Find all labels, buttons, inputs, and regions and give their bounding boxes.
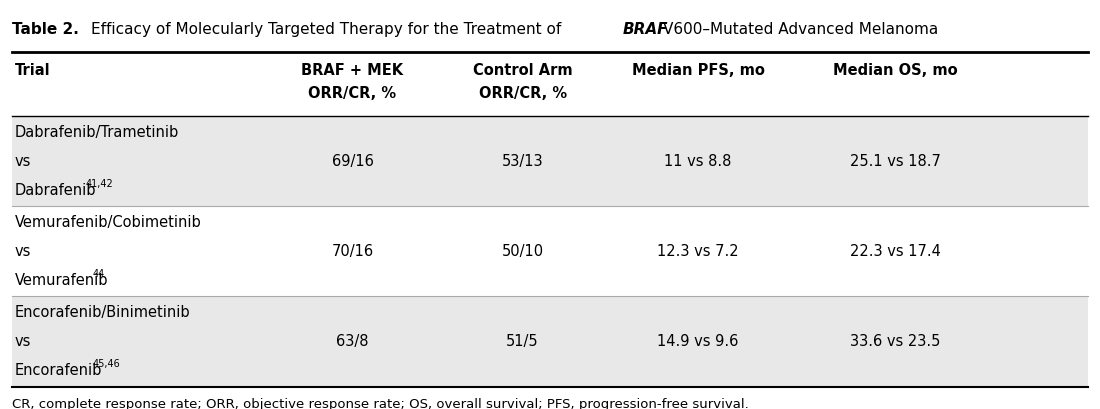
- Text: Encorafenib: Encorafenib: [14, 363, 102, 378]
- Text: 50/10: 50/10: [502, 244, 543, 259]
- Text: 25.1 vs 18.7: 25.1 vs 18.7: [850, 154, 942, 169]
- Text: 12.3 vs 7.2: 12.3 vs 7.2: [658, 244, 739, 259]
- FancyBboxPatch shape: [12, 116, 1088, 206]
- Text: Table 2.: Table 2.: [12, 22, 79, 37]
- Text: 14.9 vs 9.6: 14.9 vs 9.6: [658, 334, 739, 349]
- Text: Encorafenib/Binimetinib: Encorafenib/Binimetinib: [14, 305, 190, 320]
- Text: vs: vs: [14, 334, 31, 349]
- FancyBboxPatch shape: [12, 297, 1088, 387]
- Text: ORR/CR, %: ORR/CR, %: [308, 86, 397, 101]
- Text: Control Arm: Control Arm: [473, 63, 572, 79]
- Text: ORR/CR, %: ORR/CR, %: [478, 86, 566, 101]
- Text: Median PFS, mo: Median PFS, mo: [631, 63, 764, 79]
- Text: BRAF + MEK: BRAF + MEK: [301, 63, 404, 79]
- Text: Vemurafenib/Cobimetinib: Vemurafenib/Cobimetinib: [14, 215, 201, 230]
- Text: Trial: Trial: [14, 63, 51, 79]
- Text: Dabrafenib: Dabrafenib: [14, 182, 96, 198]
- Text: vs: vs: [14, 154, 31, 169]
- Text: Median OS, mo: Median OS, mo: [834, 63, 958, 79]
- Text: 63/8: 63/8: [337, 334, 368, 349]
- Text: 33.6 vs 23.5: 33.6 vs 23.5: [850, 334, 940, 349]
- Text: 70/16: 70/16: [331, 244, 374, 259]
- Text: 51/5: 51/5: [506, 334, 539, 349]
- Text: Vemurafenib: Vemurafenib: [14, 273, 108, 288]
- Text: 45,46: 45,46: [92, 360, 120, 369]
- Text: CR, complete response rate; ORR, objective response rate; OS, overall survival; : CR, complete response rate; ORR, objecti…: [12, 398, 749, 409]
- Text: 44: 44: [92, 269, 104, 279]
- Text: V600–Mutated Advanced Melanoma: V600–Mutated Advanced Melanoma: [663, 22, 938, 37]
- Text: 22.3 vs 17.4: 22.3 vs 17.4: [850, 244, 942, 259]
- Text: 41,42: 41,42: [86, 179, 113, 189]
- Text: Efficacy of Molecularly Targeted Therapy for the Treatment of: Efficacy of Molecularly Targeted Therapy…: [91, 22, 566, 37]
- FancyBboxPatch shape: [12, 206, 1088, 297]
- Text: vs: vs: [14, 244, 31, 259]
- Text: 11 vs 8.8: 11 vs 8.8: [664, 154, 732, 169]
- Text: BRAF: BRAF: [623, 22, 668, 37]
- Text: 69/16: 69/16: [331, 154, 373, 169]
- Text: 53/13: 53/13: [502, 154, 543, 169]
- Text: Dabrafenib/Trametinib: Dabrafenib/Trametinib: [14, 125, 179, 140]
